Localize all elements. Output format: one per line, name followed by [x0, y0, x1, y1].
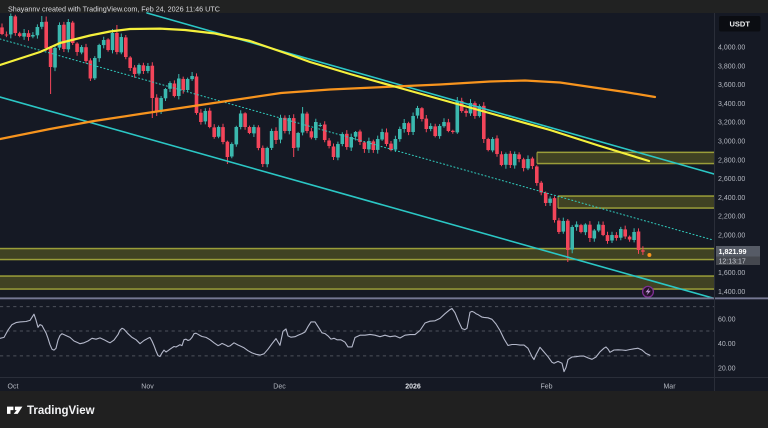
svg-text:Feb: Feb: [540, 384, 552, 391]
svg-text:3,600.00: 3,600.00: [718, 82, 745, 89]
svg-text:40.00: 40.00: [718, 341, 736, 348]
svg-text:4,000.00: 4,000.00: [718, 45, 745, 52]
svg-text:2,800.00: 2,800.00: [718, 157, 745, 164]
svg-text:Oct: Oct: [8, 384, 19, 391]
svg-text:3,200.00: 3,200.00: [718, 120, 745, 127]
svg-text:2,000.00: 2,000.00: [718, 233, 745, 240]
svg-text:Shayannv created with TradingV: Shayannv created with TradingView.com, F…: [8, 4, 220, 13]
svg-text:Dec: Dec: [273, 384, 286, 391]
svg-text:2,200.00: 2,200.00: [718, 214, 745, 221]
svg-text:Mar: Mar: [663, 384, 676, 391]
svg-text:2,400.00: 2,400.00: [718, 195, 745, 202]
svg-text:USDT: USDT: [729, 19, 750, 28]
svg-text:1,600.00: 1,600.00: [718, 270, 745, 277]
svg-text:3,800.00: 3,800.00: [718, 63, 745, 70]
svg-text:12:13:17: 12:13:17: [719, 258, 746, 265]
svg-text:TradingView: TradingView: [27, 405, 95, 417]
svg-text:3,400.00: 3,400.00: [718, 101, 745, 108]
svg-text:2026: 2026: [405, 384, 421, 391]
svg-text:60.00: 60.00: [718, 317, 736, 324]
svg-text:1,821.99: 1,821.99: [719, 247, 747, 256]
svg-text:Nov: Nov: [141, 384, 154, 391]
svg-text:2,600.00: 2,600.00: [718, 176, 745, 183]
svg-text:20.00: 20.00: [718, 366, 736, 373]
svg-text:1,400.00: 1,400.00: [718, 289, 745, 296]
svg-text:3,000.00: 3,000.00: [718, 139, 745, 146]
